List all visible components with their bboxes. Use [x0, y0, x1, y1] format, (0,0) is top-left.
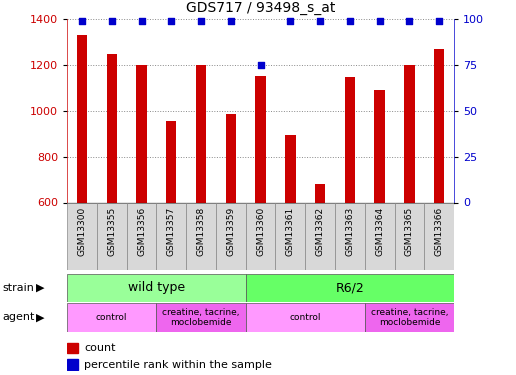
Text: GSM13300: GSM13300: [77, 207, 87, 256]
Text: percentile rank within the sample: percentile rank within the sample: [85, 360, 272, 369]
Text: wild type: wild type: [128, 281, 185, 294]
Point: [435, 18, 443, 24]
Text: GSM13363: GSM13363: [345, 207, 354, 256]
Text: GSM13356: GSM13356: [137, 207, 146, 256]
Bar: [255, 76, 266, 340]
Bar: [126, 202, 156, 270]
Text: creatine, tacrine,
moclobemide: creatine, tacrine, moclobemide: [163, 308, 240, 327]
Text: creatine, tacrine,
moclobemide: creatine, tacrine, moclobemide: [370, 308, 448, 327]
Point: [227, 18, 235, 24]
Bar: [365, 202, 395, 270]
Text: R6/2: R6/2: [335, 281, 364, 294]
Bar: [246, 274, 454, 302]
Text: ▶: ▶: [36, 312, 44, 322]
Bar: [395, 202, 424, 270]
Bar: [67, 343, 78, 352]
Bar: [315, 184, 325, 340]
Bar: [136, 64, 147, 340]
Bar: [106, 54, 117, 340]
Bar: [246, 303, 365, 332]
Text: GSM13364: GSM13364: [375, 207, 384, 256]
Text: GSM13355: GSM13355: [107, 207, 116, 256]
Text: strain: strain: [3, 283, 35, 293]
Point: [316, 18, 324, 24]
Bar: [166, 121, 176, 340]
Bar: [404, 64, 415, 340]
Bar: [365, 303, 454, 332]
Bar: [424, 202, 454, 270]
Text: GSM13366: GSM13366: [434, 207, 444, 256]
Bar: [335, 202, 365, 270]
Text: control: control: [289, 313, 321, 322]
Point: [286, 18, 295, 24]
Point: [78, 18, 86, 24]
Bar: [305, 202, 335, 270]
Bar: [77, 35, 87, 340]
Point: [256, 62, 265, 68]
Bar: [67, 274, 246, 302]
Bar: [97, 202, 126, 270]
Bar: [276, 202, 305, 270]
Bar: [375, 90, 385, 340]
Text: GSM13357: GSM13357: [167, 207, 176, 256]
Bar: [67, 303, 156, 332]
Bar: [285, 135, 296, 340]
Text: GSM13361: GSM13361: [286, 207, 295, 256]
Text: count: count: [85, 343, 116, 352]
Bar: [196, 64, 206, 340]
Text: GSM13360: GSM13360: [256, 207, 265, 256]
Bar: [345, 77, 355, 340]
Text: GSM13359: GSM13359: [227, 207, 235, 256]
Text: GSM13358: GSM13358: [197, 207, 205, 256]
Bar: [156, 202, 186, 270]
Bar: [434, 49, 444, 340]
Bar: [225, 114, 236, 340]
Title: GDS717 / 93498_s_at: GDS717 / 93498_s_at: [186, 1, 335, 15]
Bar: [67, 202, 97, 270]
Point: [376, 18, 384, 24]
Point: [167, 18, 175, 24]
Bar: [246, 202, 276, 270]
Bar: [156, 303, 246, 332]
Point: [108, 18, 116, 24]
Point: [405, 18, 413, 24]
Text: control: control: [96, 313, 127, 322]
Bar: [67, 359, 78, 370]
Text: ▶: ▶: [36, 283, 44, 293]
Point: [346, 18, 354, 24]
Text: GSM13362: GSM13362: [316, 207, 325, 256]
Bar: [216, 202, 246, 270]
Point: [197, 18, 205, 24]
Text: GSM13365: GSM13365: [405, 207, 414, 256]
Text: agent: agent: [3, 312, 35, 322]
Point: [137, 18, 146, 24]
Bar: [186, 202, 216, 270]
